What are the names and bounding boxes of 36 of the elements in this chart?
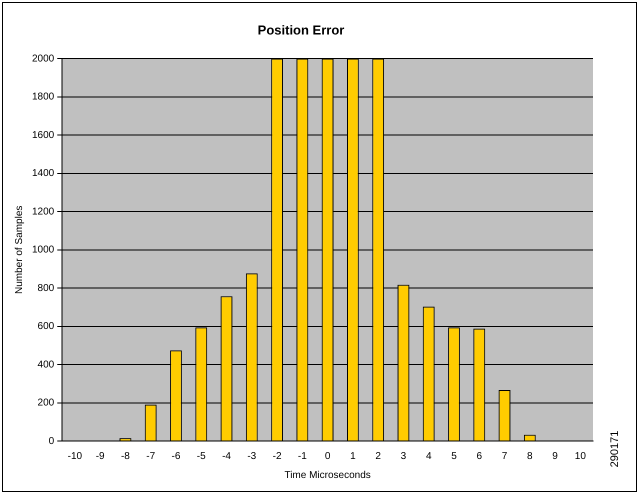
x-axis-title: Time Microseconds — [284, 470, 371, 481]
x-tick-label: 7 — [502, 450, 508, 462]
y-tick-label: 600 — [38, 321, 55, 332]
y-tick-label: 200 — [38, 398, 55, 409]
x-tick-label: 2 — [375, 450, 382, 462]
x-tick-label: 6 — [476, 450, 482, 462]
x-tick-label: -1 — [298, 450, 308, 462]
x-tick-label: 0 — [324, 450, 331, 462]
x-tick-label: 8 — [527, 450, 534, 462]
text: 290171 — [609, 430, 621, 470]
x-tick-label: -8 — [120, 450, 130, 462]
y-tick-label: 1400 — [32, 168, 55, 180]
x-tick-label: 3 — [400, 450, 407, 462]
y-tick-label: 800 — [38, 282, 55, 294]
x-tick-label: 10 — [574, 450, 586, 462]
y-tick-label: 1800 — [32, 92, 55, 103]
x-tick-label: 4 — [426, 450, 432, 462]
x-tick-label: -2 — [272, 450, 282, 462]
y-axis-title: Number of Samples — [14, 206, 25, 294]
y-tick-label: 2000 — [32, 53, 55, 64]
y-tick-label: 0 — [48, 436, 55, 447]
x-tick-label: -10 — [68, 450, 83, 462]
x-tick-label: -7 — [146, 450, 156, 462]
x-tick-label: -6 — [172, 450, 181, 462]
chart-title: Position Error — [258, 22, 344, 38]
x-tick-label: 9 — [552, 450, 558, 462]
x-tick-label: -5 — [196, 450, 206, 462]
y-tick-label: 1000 — [32, 244, 55, 256]
x-tick-label: -4 — [222, 450, 232, 462]
x-tick-label: 1 — [350, 450, 356, 462]
x-tick-label: -3 — [247, 450, 257, 462]
y-tick-label: 1600 — [32, 130, 55, 141]
x-tick-label: -9 — [96, 450, 106, 462]
x-tick-label: 5 — [451, 450, 458, 462]
y-tick-label: 1200 — [32, 206, 55, 218]
y-tick-label: 400 — [38, 359, 55, 370]
